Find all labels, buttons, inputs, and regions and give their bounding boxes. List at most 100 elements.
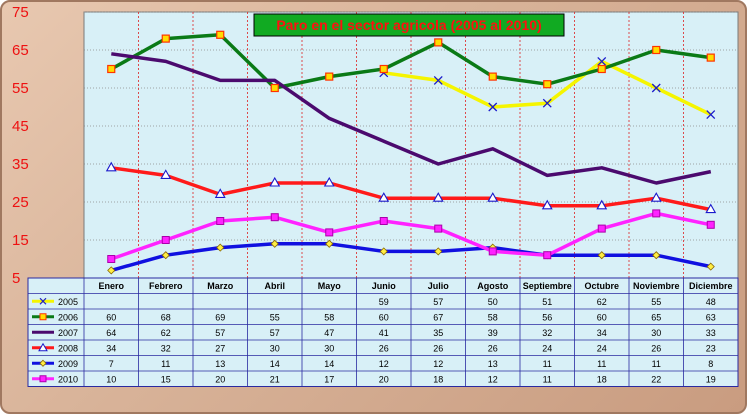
table-cell: 69 (215, 313, 225, 323)
table-cell: 12 (488, 375, 498, 385)
table-cell: 62 (597, 297, 607, 307)
data-point-2005 (706, 110, 716, 120)
y-tick-label: 65 (12, 42, 29, 59)
data-point-2010 (379, 217, 388, 225)
table-cell: 27 (215, 344, 225, 354)
table-cell: 56 (542, 313, 552, 323)
chart-title-box (253, 13, 565, 37)
table-cell: 17 (324, 375, 334, 385)
data-point-2010 (161, 236, 170, 244)
table-cell: 10 (106, 375, 116, 385)
series-name: 2006 (58, 313, 78, 323)
data-point-2006 (325, 72, 334, 81)
data-point-2005 (488, 102, 498, 112)
table-cell: 11 (543, 359, 552, 369)
table-cell: 59 (379, 297, 389, 307)
data-point-2006 (652, 45, 661, 55)
series-name: 2010 (58, 375, 78, 385)
data-point-2008 (596, 199, 608, 210)
legend-marker (39, 297, 47, 305)
y-tick-label: 25 (12, 194, 29, 211)
category-label: Septiembre (523, 281, 572, 291)
table-cell: 18 (597, 375, 607, 385)
table-cell: 26 (379, 344, 389, 354)
y-tick-label: 5 (12, 270, 20, 287)
data-point-2008 (269, 176, 281, 187)
data-point-2008 (650, 192, 662, 202)
data-point-2006 (270, 83, 279, 93)
data-point-2006 (597, 64, 606, 74)
category-label: Junio (372, 281, 397, 291)
data-point-2008 (378, 192, 390, 202)
table-cell: 35 (433, 328, 443, 338)
legend-marker (38, 342, 48, 352)
data-point-2009 (597, 251, 606, 260)
series-name: 2008 (58, 344, 78, 354)
series-line-2008 (111, 166, 712, 212)
data-point-2009 (161, 251, 170, 260)
data-point-2010 (434, 224, 443, 233)
table-cell: 41 (379, 328, 389, 338)
table-cell: 11 (543, 375, 552, 385)
table-cell: 12 (379, 359, 389, 369)
table-cell: 30 (270, 344, 280, 354)
data-point-2008 (541, 199, 553, 210)
table-cell: 8 (708, 359, 713, 369)
legend-marker (39, 313, 47, 321)
table-cell: 24 (597, 344, 607, 354)
table-cell: 12 (433, 359, 443, 369)
category-label: Agosto (477, 281, 508, 291)
data-point-2010 (543, 251, 552, 260)
data-point-2009 (216, 243, 225, 252)
table-cell: 30 (651, 328, 661, 338)
table-cell: 47 (324, 328, 334, 338)
data-point-2009 (652, 251, 661, 260)
table-cell: 57 (270, 328, 280, 338)
table-cell: 24 (542, 344, 552, 354)
y-tick-label: 55 (12, 80, 29, 97)
data-point-2009 (379, 247, 388, 256)
y-tick-label: 35 (12, 156, 29, 173)
category-label: Febrero (149, 281, 183, 291)
table-cell: 58 (324, 313, 334, 323)
table-cell: 26 (651, 344, 661, 354)
table-cell: 14 (270, 359, 280, 369)
data-point-2006 (488, 72, 497, 81)
table-cell: 13 (215, 359, 225, 369)
data-point-2006 (107, 64, 116, 74)
data-point-2009 (706, 262, 715, 271)
data-point-2010 (706, 220, 715, 229)
table-cell: 48 (706, 297, 716, 307)
data-point-2010 (216, 217, 225, 225)
data-point-2009 (107, 266, 116, 275)
y-tick-label: 45 (12, 118, 29, 135)
table-cell: 34 (106, 344, 116, 354)
data-point-2006 (379, 64, 388, 74)
table-cell: 26 (488, 344, 498, 354)
table-cell: 21 (270, 375, 280, 385)
table-cell: 33 (706, 328, 716, 338)
table-cell: 50 (488, 297, 498, 307)
table-cell: 32 (542, 328, 552, 338)
chart-title: Paro en el sector agricola (2005 al 2010… (276, 17, 541, 33)
data-point-2009 (434, 247, 443, 256)
table-cell: 60 (597, 313, 607, 323)
data-point-2008 (487, 192, 499, 202)
data-point-2006 (161, 34, 170, 43)
table-cell: 7 (109, 359, 114, 369)
data-point-2008 (160, 169, 172, 179)
category-label: Julio (428, 281, 450, 291)
data-point-2008 (323, 176, 335, 187)
data-point-2006 (216, 30, 225, 39)
data-point-2008 (105, 161, 117, 172)
data-point-2008 (432, 192, 444, 202)
table-cell: 13 (488, 359, 498, 369)
table-cell: 15 (161, 375, 171, 385)
series-name: 2009 (58, 359, 78, 369)
table-cell: 60 (379, 313, 389, 323)
category-label: Mayo (318, 281, 342, 291)
table-cell: 62 (161, 328, 171, 338)
data-point-2010 (325, 228, 334, 237)
category-label: Noviembre (633, 281, 680, 291)
